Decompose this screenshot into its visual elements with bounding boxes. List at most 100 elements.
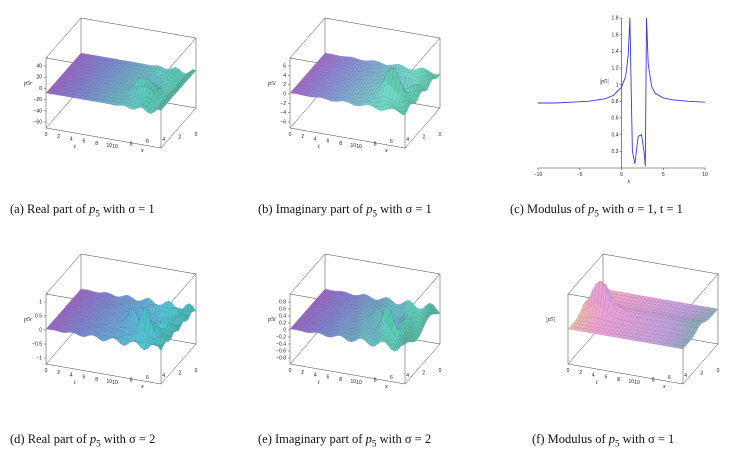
t-tick-label: 8 (617, 377, 620, 383)
x-axis-label: x (384, 148, 388, 154)
t-tick-label: 6 (83, 139, 86, 145)
caption-d: (d) Real part of p5 with σ = 2 (10, 432, 155, 449)
x-tick-label: 4 (162, 373, 165, 379)
x-tick-label: 8 (130, 142, 133, 148)
z-tick-label: 1 (39, 300, 42, 306)
t-tick-label: 0 (45, 132, 48, 138)
caption-label: (e) Imaginary part of (258, 432, 366, 446)
x-tick-label: 10 (702, 172, 708, 178)
t-tick-label: 6 (327, 375, 330, 381)
t-tick-label: 4 (70, 136, 73, 142)
x-tick-label: 8 (374, 142, 377, 148)
z-tick-label: 2 (283, 82, 286, 88)
caption-b: (b) Imaginary part of p5 with σ = 1 (258, 202, 432, 219)
z-axis-ticks: 1 0.5 0 −0.5 −1 (32, 300, 46, 362)
x-tick-label: 0 (717, 368, 720, 374)
x-tick-label: −5 (577, 172, 583, 178)
z-tick-label: 0 (39, 86, 42, 92)
x-tick-label: 2 (178, 134, 181, 140)
caption-label: (b) Imaginary part of (258, 202, 367, 216)
x-tick-label: 6 (146, 139, 149, 145)
t-tick-label: 0 (289, 132, 292, 138)
t-tick-label: 0 (567, 368, 570, 374)
t-axis-ticks: 0 2 4 6 8 10 (45, 132, 113, 149)
caption-c: (c) Modulus of p5 with σ = 1, t = 1 (510, 202, 683, 219)
y-axis-label: |p5| (600, 79, 610, 85)
x-tick-label: 10 (112, 380, 118, 386)
z-tick-label: −6 (280, 120, 286, 126)
panel-f-surface-plot: |p5| 0 2 4 6 8 10 t 10 8 6 4 2 0 x (540, 253, 720, 416)
x-axis-ticks: 10 8 6 4 2 0 (634, 368, 719, 386)
x-tick-label: 10 (112, 144, 118, 150)
x-tick-label: 6 (390, 375, 393, 381)
y-tick-label: 1 (616, 82, 619, 88)
z-axis-label: |p5| (546, 317, 556, 323)
x-axis-ticks: 10 8 6 4 2 0 (112, 368, 197, 386)
x-axis-ticks: 10 8 6 4 2 0 (112, 132, 197, 150)
caption-condition: with σ = 2 (376, 432, 432, 446)
caption-label: (a) Real part of (10, 202, 90, 216)
x-tick-label: 8 (130, 378, 133, 384)
caption-symbol: p5 (608, 432, 620, 449)
z-axis-label: p5i (267, 317, 276, 323)
y-tick-label: 0.2 (612, 149, 619, 155)
y-tick-label: 0.4 (612, 132, 619, 138)
t-tick-label: 10 (106, 379, 112, 385)
t-tick-label: 4 (592, 372, 595, 378)
caption-symbol: p5 (588, 202, 599, 219)
caption-symbol: p5 (89, 432, 101, 449)
t-tick-label: 2 (301, 134, 304, 140)
y-tick-label: 0.6 (612, 116, 619, 122)
x-tick-label: 6 (390, 139, 393, 145)
t-axis-ticks: 0 2 4 6 8 10 (45, 368, 113, 385)
x-axis-label: x (140, 148, 144, 154)
t-tick-label: 8 (95, 141, 98, 147)
t-tick-label: 2 (579, 370, 582, 376)
t-tick-label: 6 (605, 375, 608, 381)
x-tick-label: 0 (439, 368, 442, 374)
y-tick-label: 1.6 (612, 32, 619, 38)
z-axis-ticks: 40 20 0 −20 −40 −60 (34, 64, 46, 126)
t-tick-label: 10 (350, 143, 356, 149)
surface-plot-svg: |p5| 0 2 4 6 8 10 t 10 8 6 4 2 0 x (546, 253, 720, 390)
x-tick-label: 2 (178, 370, 181, 376)
caption-condition: with σ = 1 (99, 202, 155, 216)
axes: −10 −5 0 5 10 0.2 0.4 0.6 0.8 1 1.2 1.4 1.6 1.8 (534, 16, 708, 178)
x-axis-label: x (384, 384, 388, 390)
line-plot-svg: −10 −5 0 5 10 0.2 0.4 0.6 0.8 1 1.2 1.4 1.6 1.8 |p5| x (534, 16, 708, 185)
z-tick-label: −0.6 (276, 349, 286, 355)
t-tick-label: 8 (95, 377, 98, 383)
z-tick-label: −0.8 (276, 356, 286, 362)
z-tick-label: −40 (34, 108, 43, 114)
caption-symbol: p5 (365, 432, 377, 449)
caption-label: (d) Real part of (10, 432, 90, 446)
x-tick-label: 0 (195, 368, 198, 374)
surface-plot-svg: 1 0.5 0 −0.5 −1 p5r 0 2 4 6 8 10 t 10 8 6 4 2 0 x (23, 253, 198, 390)
t-tick-label: 4 (314, 372, 317, 378)
z-tick-label: −0.2 (276, 335, 286, 341)
surface-mesh (289, 52, 441, 116)
z-tick-label: 0 (283, 92, 286, 98)
t-tick-label: 8 (339, 377, 342, 383)
caption-e: (e) Imaginary part of p5 with σ = 2 (258, 432, 431, 449)
t-tick-label: 6 (327, 139, 330, 145)
x-tick-label: 5 (662, 172, 665, 178)
z-tick-label: 6 (283, 64, 286, 70)
t-tick-label: 4 (314, 136, 317, 142)
caption-condition: with σ = 1 (619, 432, 675, 446)
y-tick-label: 0.8 (612, 99, 619, 105)
x-tick-label: 6 (668, 375, 671, 381)
z-tick-label: −0.4 (276, 342, 286, 348)
t-axis-label: t (74, 380, 76, 386)
z-tick-label: 0 (39, 328, 42, 334)
x-tick-label: 0 (195, 132, 198, 138)
x-tick-label: 10 (356, 380, 362, 386)
bounding-box (289, 253, 441, 385)
caption-condition: with σ = 1 (377, 202, 432, 216)
x-axis-label: x (627, 179, 631, 185)
z-tick-label: 0.2 (279, 321, 286, 327)
x-axis-ticks: 10 8 6 4 2 0 (356, 132, 441, 150)
x-tick-label: 4 (406, 137, 409, 143)
